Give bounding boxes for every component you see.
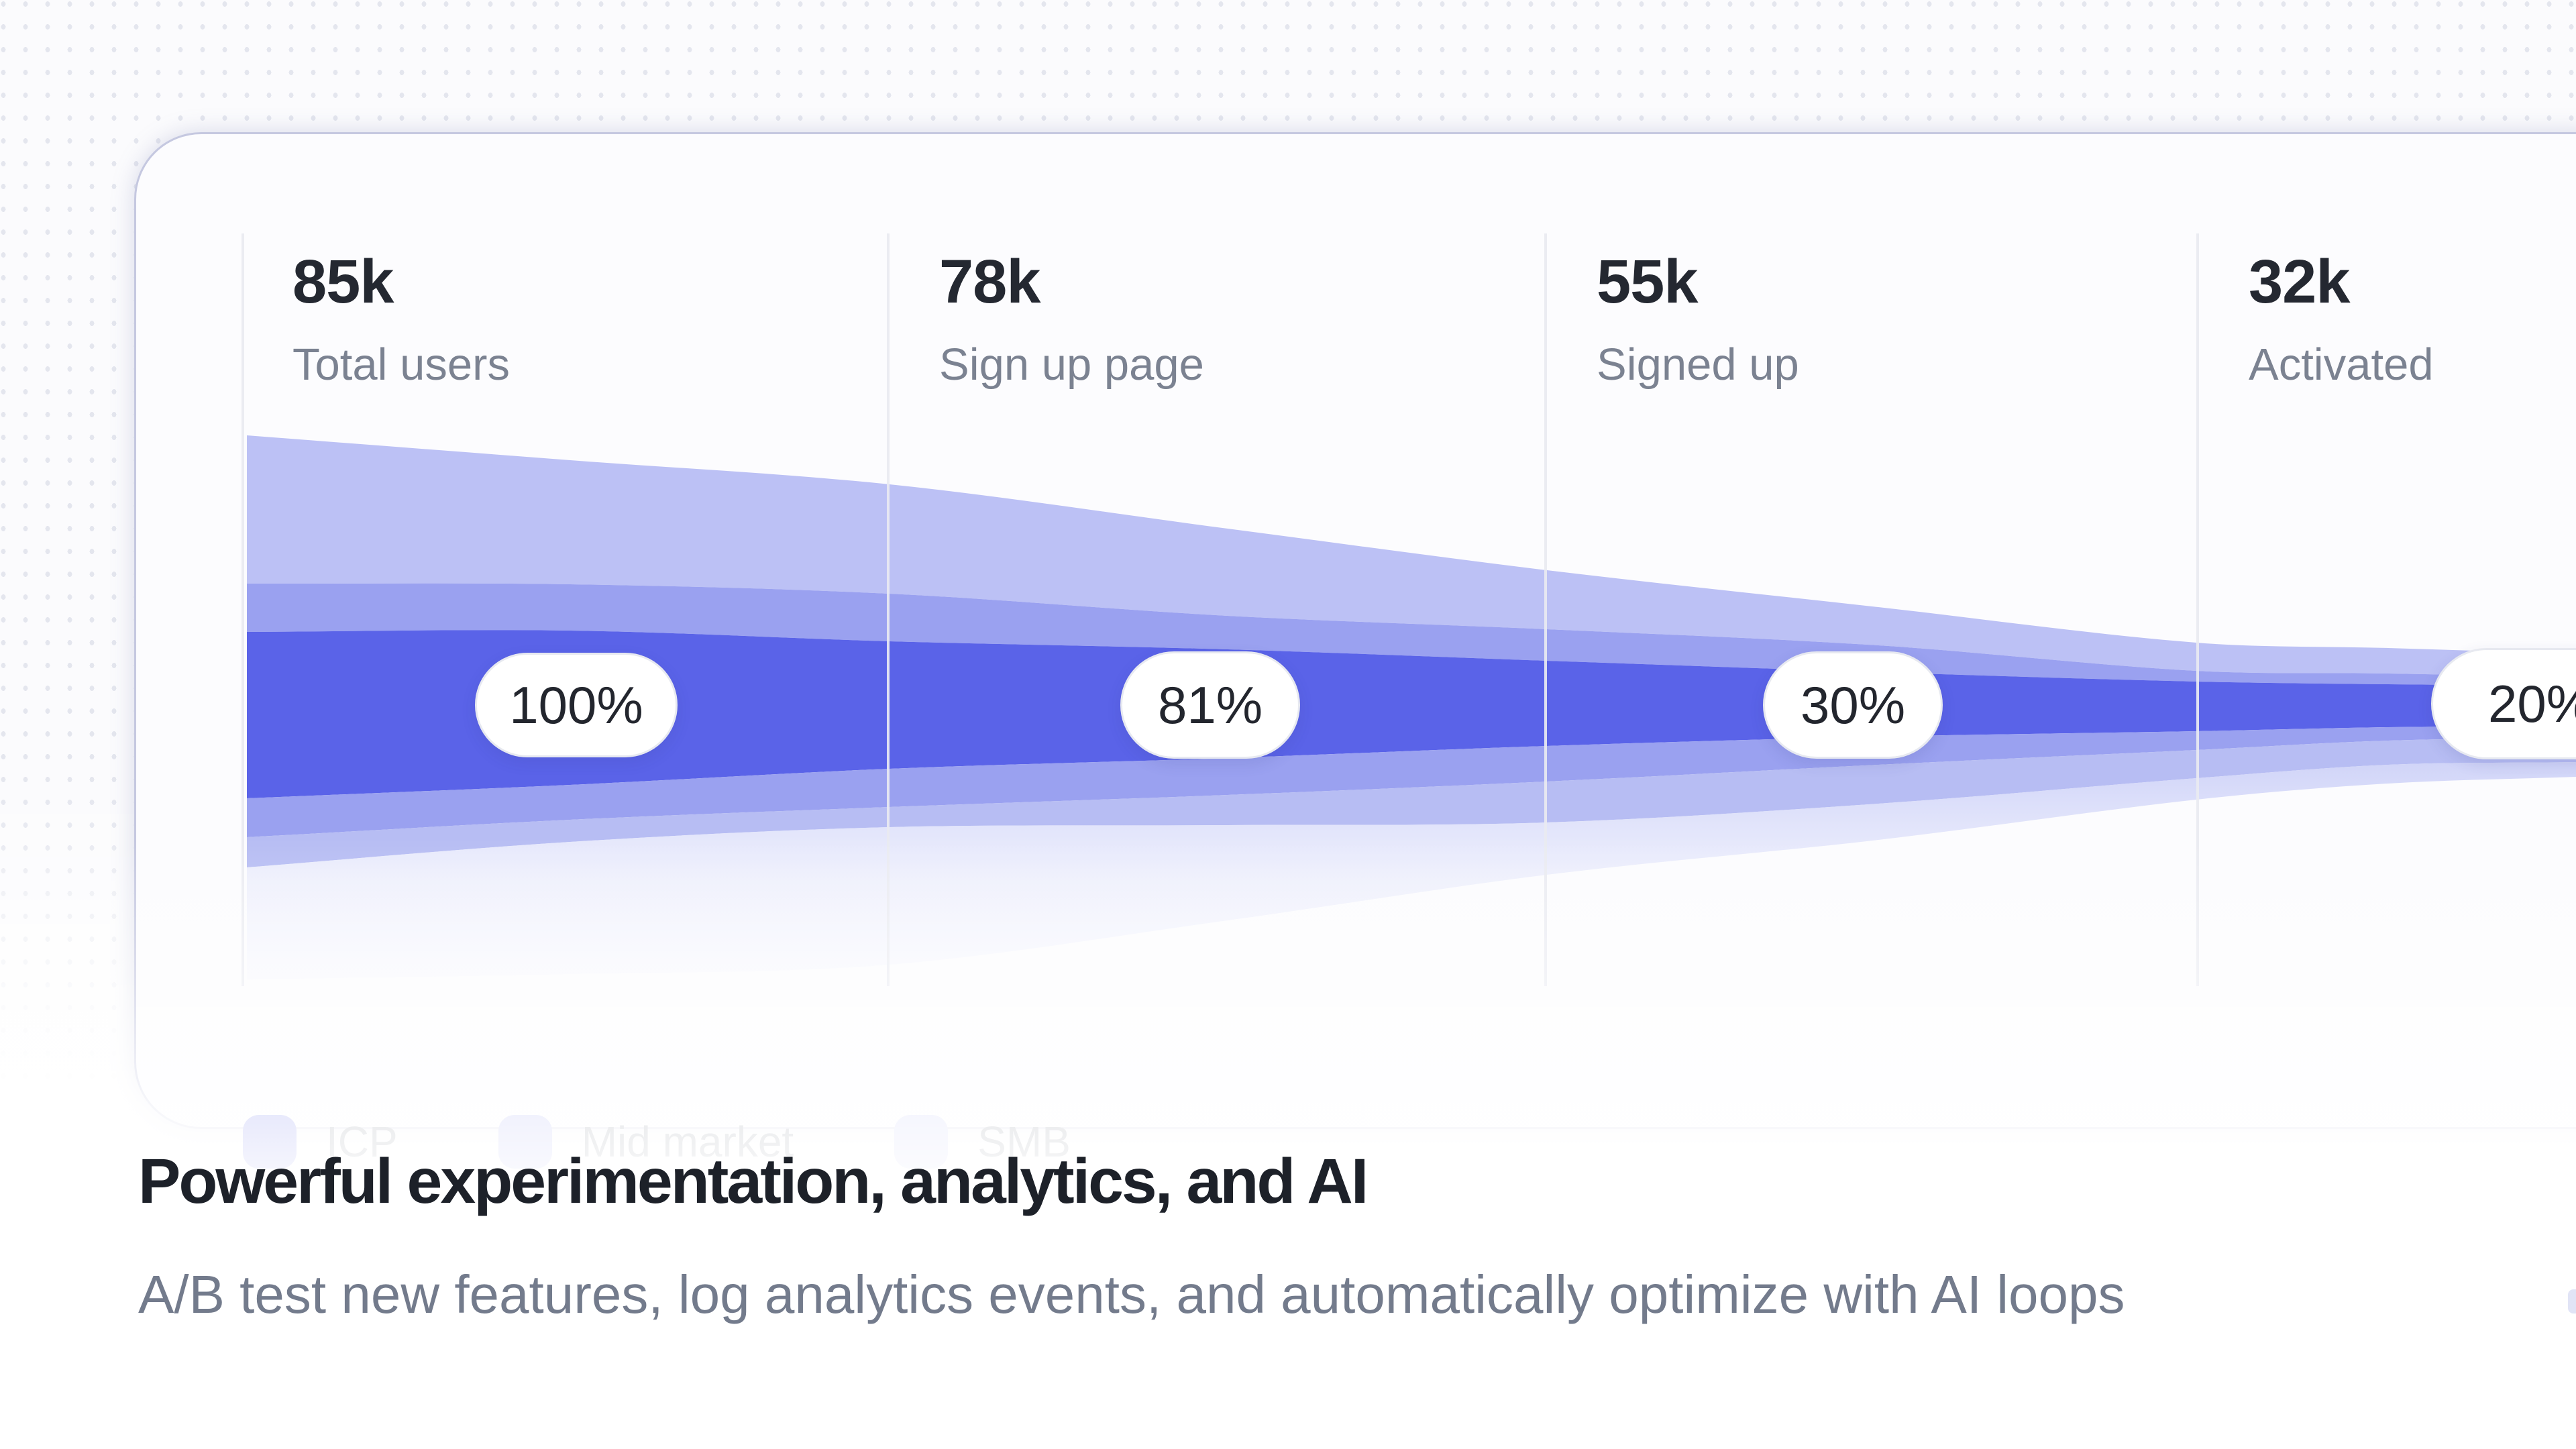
edge-decoration bbox=[2568, 1289, 2576, 1313]
section-title: Powerful experimentation, analytics, and… bbox=[138, 1146, 1368, 1217]
pill-text: 30% bbox=[1800, 675, 1906, 735]
stage-header-activated: 32k Activated bbox=[2249, 251, 2434, 387]
stage-header-total-users: 85k Total users bbox=[292, 251, 510, 387]
stage-percent-pill-81: 81% bbox=[1120, 651, 1300, 759]
stage-value: 32k bbox=[2249, 248, 2350, 316]
stage-percent-pill-20: 20% bbox=[2431, 648, 2576, 759]
stage-value: 85k bbox=[292, 248, 394, 316]
stage-header-sign-up-page: 78k Sign up page bbox=[939, 251, 1204, 387]
stage-label: Activated bbox=[2249, 339, 2434, 390]
stage-label: Sign up page bbox=[939, 339, 1204, 390]
stage-percent-pill-100: 100% bbox=[475, 653, 678, 757]
stage-value: 55k bbox=[1597, 248, 1698, 316]
stage-percent-pill-30: 30% bbox=[1763, 651, 1943, 759]
bottom-fade-overlay bbox=[0, 839, 2576, 1449]
stage-header-signed-up: 55k Signed up bbox=[1597, 251, 1799, 387]
pill-text: 20% bbox=[2487, 674, 2576, 733]
section-subtitle: A/B test new features, log analytics eve… bbox=[138, 1265, 2125, 1324]
stage-value: 78k bbox=[939, 248, 1040, 316]
pill-text: 81% bbox=[1157, 675, 1263, 735]
stage-label: Total users bbox=[292, 339, 510, 390]
stage-label: Signed up bbox=[1597, 339, 1799, 390]
pill-text: 100% bbox=[509, 675, 643, 735]
